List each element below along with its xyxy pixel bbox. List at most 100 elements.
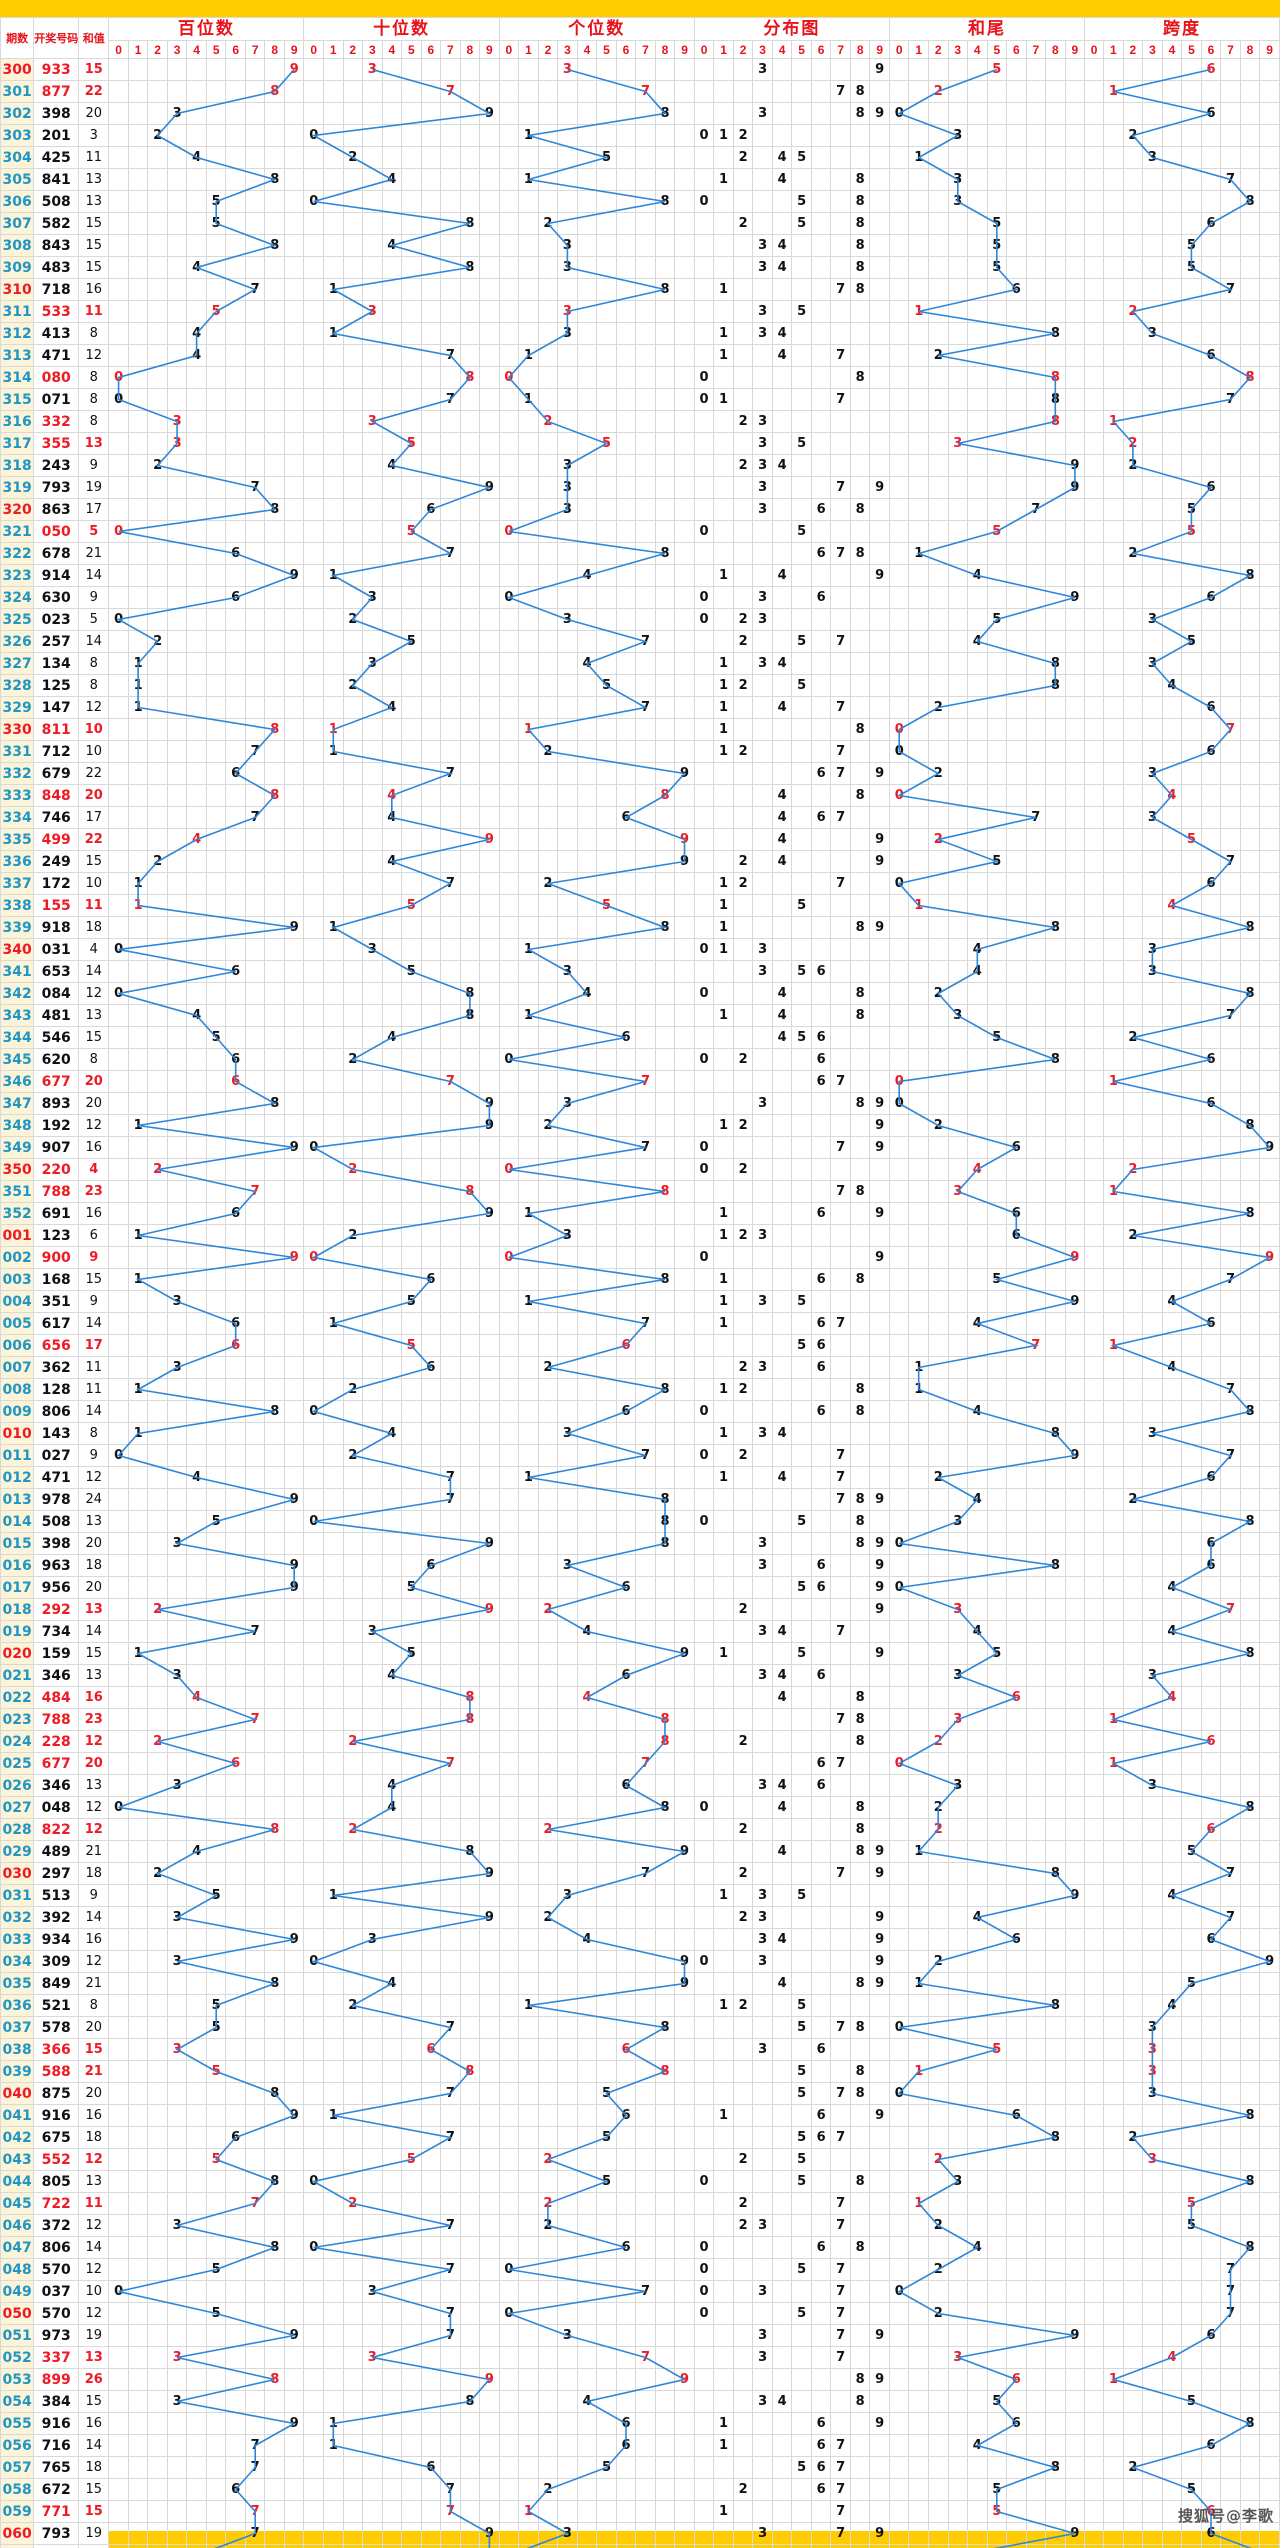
table-row[interactable]: 015 398 20 3 9 8 3 8 9 0 6 <box>0 1532 1280 1555</box>
table-row[interactable]: 336 249 15 2 4 9 2 4 9 5 7 <box>0 850 1280 873</box>
cell-ge-6 <box>615 652 637 675</box>
cell-ge-1 <box>518 256 539 279</box>
table-row[interactable]: 338 155 11 1 5 5 1 5 1 4 <box>0 894 1280 917</box>
table-row[interactable]: 326 257 14 2 5 7 2 5 7 4 5 <box>0 630 1280 653</box>
table-row[interactable]: 022 484 16 4 8 4 4 8 6 4 <box>0 1686 1280 1709</box>
table-row[interactable]: 325 023 5 0 2 3 0 2 3 5 3 <box>0 608 1280 631</box>
cell-hw-8 <box>1045 1356 1066 1379</box>
table-row[interactable]: 346 677 20 6 7 7 6 7 0 1 <box>0 1070 1280 1093</box>
table-row[interactable]: 329 147 12 1 4 7 1 4 7 2 6 <box>0 696 1280 719</box>
table-row[interactable]: 315 071 8 0 7 1 0 1 7 8 7 <box>0 388 1280 411</box>
table-row[interactable]: 333 848 20 8 4 8 4 8 0 4 <box>0 784 1280 807</box>
table-row[interactable]: 342 084 12 0 8 4 0 4 8 2 8 <box>0 982 1280 1005</box>
table-row[interactable]: 320 863 17 8 6 3 3 6 8 7 5 <box>0 498 1280 521</box>
table-row[interactable]: 308 843 15 8 4 3 3 4 8 5 5 <box>0 234 1280 257</box>
table-row[interactable]: 024 228 12 2 2 8 2 8 2 6 <box>0 1730 1280 1753</box>
table-row[interactable]: 007 362 11 3 6 2 2 3 6 1 4 <box>0 1356 1280 1379</box>
table-row[interactable]: 304 425 11 4 2 5 2 4 5 1 3 <box>0 146 1280 169</box>
table-row[interactable]: 349 907 16 9 0 7 0 7 9 6 9 <box>0 1136 1280 1159</box>
table-row[interactable]: 023 788 23 7 8 8 7 8 3 1 <box>0 1708 1280 1731</box>
table-row[interactable]: 317 355 13 3 5 5 3 5 3 2 <box>0 432 1280 455</box>
table-row[interactable]: 335 499 22 4 9 9 4 9 2 5 <box>0 828 1280 851</box>
table-row[interactable]: 302 398 20 3 9 8 3 8 9 0 6 <box>0 102 1280 125</box>
table-row[interactable]: 341 653 14 6 5 3 3 5 6 4 3 <box>0 960 1280 983</box>
table-row[interactable]: 312 413 8 4 1 3 1 3 4 8 3 <box>0 322 1280 345</box>
table-row[interactable]: 344 546 15 5 4 6 4 5 6 5 2 <box>0 1026 1280 1049</box>
table-row[interactable]: 002 900 9 9 0 0 0 9 9 9 <box>0 1246 1280 1269</box>
table-row[interactable]: 016 963 18 9 6 3 3 6 9 8 6 <box>0 1554 1280 1577</box>
cell-shi-6 <box>420 322 442 345</box>
cell-shi-4 <box>381 388 403 411</box>
table-row[interactable]: 301 877 22 8 7 7 7 8 2 1 <box>0 80 1280 103</box>
table-row[interactable]: 332 679 22 6 7 9 6 7 9 2 3 <box>0 762 1280 785</box>
table-row[interactable]: 013 978 24 9 7 8 7 8 9 4 2 <box>0 1488 1280 1511</box>
cell-hw-9 <box>1064 410 1086 433</box>
table-row[interactable]: 006 656 17 6 5 6 5 6 7 1 <box>0 1334 1280 1357</box>
table-row[interactable]: 311 533 11 5 3 3 3 5 1 2 <box>0 300 1280 323</box>
table-row[interactable]: 345 620 8 6 2 0 0 2 6 8 6 <box>0 1048 1280 1071</box>
table-row[interactable]: 306 508 13 5 0 8 0 5 8 3 8 <box>0 190 1280 213</box>
table-row[interactable]: 321 050 5 0 5 0 0 5 5 5 <box>0 520 1280 543</box>
cell-ge-2: 2 <box>537 872 559 895</box>
table-row[interactable]: 318 243 9 2 4 3 2 3 4 9 2 <box>0 454 1280 477</box>
table-row[interactable]: 343 481 13 4 8 1 1 4 8 3 7 <box>0 1004 1280 1027</box>
table-row[interactable]: 005 617 14 6 1 7 1 6 7 4 6 <box>0 1312 1280 1335</box>
table-row[interactable]: 327 134 8 1 3 4 1 3 4 8 3 <box>0 652 1280 675</box>
table-row[interactable]: 018 292 13 2 9 2 2 9 3 7 <box>0 1598 1280 1621</box>
cell-fen-5 <box>791 1422 812 1445</box>
table-row[interactable]: 340 031 4 0 3 1 0 1 3 4 3 <box>0 938 1280 961</box>
table-row[interactable]: 011 027 9 0 2 7 0 2 7 9 7 <box>0 1444 1280 1467</box>
table-row[interactable]: 316 332 8 3 3 2 2 3 8 1 <box>0 410 1280 433</box>
table-row[interactable]: 351 788 23 7 8 8 7 8 3 1 <box>0 1180 1280 1203</box>
cell-ge-6 <box>615 1510 637 1533</box>
table-row[interactable]: 337 172 10 1 7 2 1 2 7 0 6 <box>0 872 1280 895</box>
table-row[interactable]: 021 346 13 3 4 6 3 4 6 3 3 <box>0 1664 1280 1687</box>
table-row[interactable]: 331 712 10 7 1 2 1 2 7 0 6 <box>0 740 1280 763</box>
table-row[interactable]: 305 841 13 8 4 1 1 4 8 3 7 <box>0 168 1280 191</box>
cell-fen-4 <box>771 630 793 653</box>
table-row[interactable]: 300 933 15 9 3 3 3 9 5 6 <box>0 58 1280 81</box>
cell-bai-2 <box>147 1114 168 1137</box>
cell-bai-1 <box>127 212 149 235</box>
table-row[interactable]: 322 678 21 6 7 8 6 7 8 1 2 <box>0 542 1280 565</box>
cell-ge-0 <box>498 1334 520 1357</box>
table-row[interactable]: 003 168 15 1 6 8 1 6 8 5 7 <box>0 1268 1280 1291</box>
cell-ge-4 <box>576 850 598 873</box>
row-sum: 14 <box>78 564 110 587</box>
table-row[interactable]: 303 201 3 2 0 1 0 1 2 3 2 <box>0 124 1280 147</box>
table-row[interactable]: 009 806 14 8 0 6 0 6 8 4 8 <box>0 1400 1280 1423</box>
cell-fen-7 <box>830 608 851 631</box>
cell-kd-8: 8 <box>1239 982 1261 1005</box>
table-row[interactable]: 020 159 15 1 5 9 1 5 9 5 8 <box>0 1642 1280 1665</box>
table-row[interactable]: 348 192 12 1 9 2 1 2 9 2 8 <box>0 1114 1280 1137</box>
table-row[interactable]: 010 143 8 1 4 3 1 3 4 8 3 <box>0 1422 1280 1445</box>
table-row[interactable]: 350 220 4 2 2 0 0 2 4 2 <box>0 1158 1280 1181</box>
table-row[interactable]: 014 508 13 5 0 8 0 5 8 3 8 <box>0 1510 1280 1533</box>
table-row[interactable]: 319 793 19 7 9 3 3 7 9 9 6 <box>0 476 1280 499</box>
table-row[interactable]: 339 918 18 9 1 8 1 8 9 8 8 <box>0 916 1280 939</box>
table-row[interactable]: 019 734 14 7 3 4 3 4 7 4 4 <box>0 1620 1280 1643</box>
cell-kd-7 <box>1220 1510 1241 1533</box>
table-row[interactable]: 313 471 12 4 7 1 1 4 7 2 6 <box>0 344 1280 367</box>
table-row[interactable]: 008 128 11 1 2 8 1 2 8 1 7 <box>0 1378 1280 1401</box>
cell-ge-3: 3 <box>557 256 578 279</box>
cell-fen-8: 8 <box>849 168 871 191</box>
table-row[interactable]: 017 956 20 9 5 6 5 6 9 0 4 <box>0 1576 1280 1599</box>
table-row[interactable]: 334 746 17 7 4 6 4 6 7 7 3 <box>0 806 1280 829</box>
table-row[interactable]: 352 691 16 6 9 1 1 6 9 6 8 <box>0 1202 1280 1225</box>
table-row[interactable]: 314 080 8 0 8 0 0 8 8 8 <box>0 366 1280 389</box>
table-row[interactable]: 324 630 9 6 3 0 0 3 6 9 6 <box>0 586 1280 609</box>
table-row[interactable]: 323 914 14 9 1 4 1 4 9 4 8 <box>0 564 1280 587</box>
table-row[interactable]: 309 483 15 4 8 3 3 4 8 5 5 <box>0 256 1280 279</box>
table-row[interactable]: 012 471 12 4 7 1 1 4 7 2 6 <box>0 1466 1280 1489</box>
table-row[interactable]: 307 582 15 5 8 2 2 5 8 5 6 <box>0 212 1280 235</box>
table-row[interactable]: 330 811 10 8 1 1 1 8 0 7 <box>0 718 1280 741</box>
table-row[interactable]: 347 893 20 8 9 3 3 8 9 0 6 <box>0 1092 1280 1115</box>
cell-hw-1 <box>908 1576 929 1599</box>
table-row[interactable]: 004 351 9 3 5 1 1 3 5 9 4 <box>0 1290 1280 1313</box>
table-row[interactable]: 310 718 16 7 1 8 1 7 8 6 7 <box>0 278 1280 301</box>
cell-bai-2 <box>147 1004 168 1027</box>
table-row[interactable]: 001 123 6 1 2 3 1 2 3 6 2 <box>0 1224 1280 1247</box>
table-row[interactable]: 328 125 8 1 2 5 1 2 5 8 4 <box>0 674 1280 697</box>
cell-shi-7 <box>440 960 461 983</box>
